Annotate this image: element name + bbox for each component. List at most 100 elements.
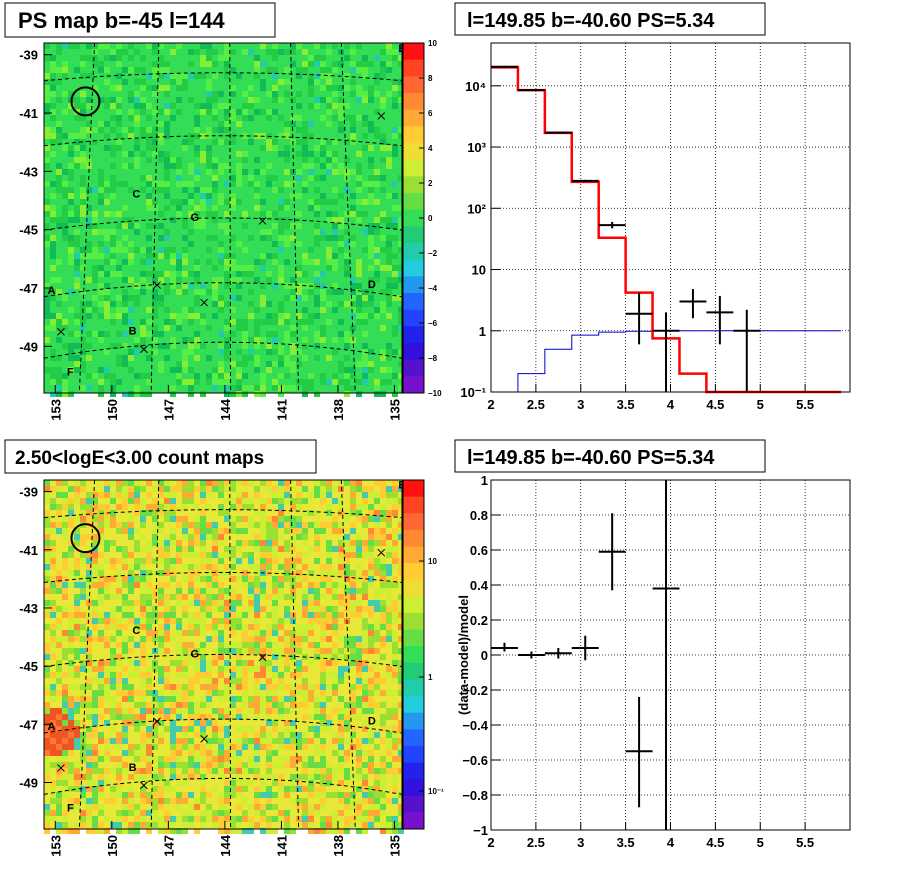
colorbar-tick-label: 1 [428, 673, 433, 682]
x-tick-label: 135 [387, 835, 402, 857]
y-tick-label: -39 [19, 485, 38, 500]
spectrum-data-point [706, 295, 734, 345]
y-tick-label: −0.4 [462, 718, 488, 733]
count-map-title: 2.50<logE<3.00 count maps [15, 448, 264, 469]
colorbar-tick-label: 2 [428, 179, 433, 188]
source-label: B [129, 762, 137, 774]
y-tick-label: 0.6 [470, 543, 488, 558]
grid-longitude-line [150, 479, 160, 830]
count-map-coordinate-grid [43, 479, 403, 830]
x-tick-label: 138 [331, 835, 346, 857]
spectrum-data-point [571, 179, 599, 182]
x-tick-label: 141 [274, 835, 289, 857]
grid-longitude-line [150, 42, 160, 394]
residual-data-points [491, 480, 680, 830]
source-label: G [190, 648, 199, 660]
y-tick-label: −1 [473, 823, 488, 838]
residual-data-point [652, 480, 680, 830]
x-tick-label: 147 [161, 835, 176, 857]
spectrum-data-point [625, 292, 653, 345]
x-tick-label: 153 [48, 399, 63, 421]
ps-map-pixels [44, 43, 404, 397]
y-tick-label: -43 [19, 601, 38, 616]
spectrum-title: l=149.85 b=-40.60 PS=5.34 [467, 10, 715, 32]
ps-map-coordinate-grid [43, 42, 403, 394]
grid-latitude-line [43, 72, 403, 82]
x-tick-label: 147 [161, 399, 176, 421]
x-tick-label: 3.5 [617, 835, 635, 850]
residual-data-point [598, 513, 626, 591]
spectrum-axis-ticks: 2 2.5 3 3.5 4 4.5 5 5.5 10⁻¹ 1 10 10² 10³ 10⁴ [460, 79, 814, 412]
x-tick-label: 3 [577, 397, 584, 412]
source-label: B [129, 326, 137, 338]
grid-longitude-line [340, 479, 356, 830]
y-tick-label: −0.8 [462, 788, 488, 803]
colorbar-tick-label: −10 [428, 389, 442, 398]
residual-data-point [517, 651, 545, 659]
x-tick-label: 150 [105, 399, 120, 421]
source-cross-marker [200, 734, 209, 743]
colorbar-tick-label: 4 [428, 144, 433, 153]
residual-data-point [544, 648, 572, 659]
source-label: C [132, 189, 140, 201]
ps-map-title: PS map b=-45 l=144 [18, 8, 225, 33]
source-label: G [190, 212, 199, 224]
source-cross-marker [377, 112, 386, 120]
x-tick-label: 144 [218, 398, 233, 420]
colorbar-tick-label: 10⁻¹ [428, 787, 444, 796]
y-tick-label: −0.6 [462, 753, 488, 768]
source-cross-marker [153, 281, 161, 289]
y-tick-label: -47 [19, 717, 38, 732]
y-tick-label: 10² [467, 201, 486, 216]
spectrum-panel: l=149.85 b=-40.60 PS=5.34 2 2.5 3 3.5 4 4.5 5 5… [454, 2, 851, 412]
source-label: C [132, 625, 140, 637]
spectrum-grid [491, 43, 850, 392]
spectrum-data-point [491, 65, 518, 68]
source-cross-marker [153, 717, 161, 726]
grid-latitude-line [43, 718, 403, 734]
x-tick-label: 2 [487, 397, 494, 412]
count-map-x-ticks: 153 150 147 144 141 138 135 [48, 821, 402, 857]
y-tick-label: 1 [479, 324, 486, 339]
source-label: D [368, 715, 376, 727]
colorbar-tick-label: 6 [428, 109, 433, 118]
y-tick-label: -49 [19, 775, 38, 790]
source-cross-marker [140, 345, 148, 354]
source-label: F [67, 803, 74, 815]
source-cross-marker [377, 548, 386, 557]
x-tick-label: 4.5 [706, 397, 724, 412]
y-tick-label: -43 [19, 164, 38, 179]
y-tick-label: -39 [19, 48, 38, 63]
grid-longitude-line [78, 479, 96, 830]
y-tick-label: 0.4 [470, 578, 489, 593]
residual-title-box: l=149.85 b=-40.60 PS=5.34 [454, 439, 766, 473]
y-tick-label: 1 [481, 473, 488, 488]
source-cross-marker [258, 217, 267, 225]
y-tick-label: 10 [472, 263, 486, 278]
residual-data-point [491, 642, 518, 652]
x-tick-label: 5.5 [796, 397, 814, 412]
selected-source-circle [70, 86, 101, 117]
x-tick-label: 141 [274, 399, 289, 421]
colorbar-tick-label: 10 [428, 39, 437, 48]
x-tick-label: 5.5 [796, 835, 814, 850]
y-tick-label: -47 [19, 281, 38, 296]
x-tick-label: 2.5 [527, 835, 545, 850]
x-tick-label: 144 [218, 834, 233, 856]
source-cross-marker [57, 764, 65, 772]
grid-longitude-line [229, 479, 232, 830]
x-tick-label: 5 [757, 397, 764, 412]
grid-latitude-line [43, 654, 403, 667]
ps-map-title-box: PS map b=-45 l=144 [4, 2, 276, 38]
grid-latitude-line [43, 777, 403, 795]
x-tick-label: 3 [577, 835, 584, 850]
residual-title: l=149.85 b=-40.60 PS=5.34 [467, 447, 715, 469]
count-map-pixels [44, 480, 404, 834]
x-tick-label: 153 [48, 835, 63, 857]
grid-latitude-line [43, 282, 403, 298]
count-map-y-ticks: -39 -41 -43 -45 -47 -49 [19, 485, 52, 790]
y-tick-label: 10⁴ [465, 79, 486, 94]
colorbar-tick-label: 10 [428, 557, 437, 566]
